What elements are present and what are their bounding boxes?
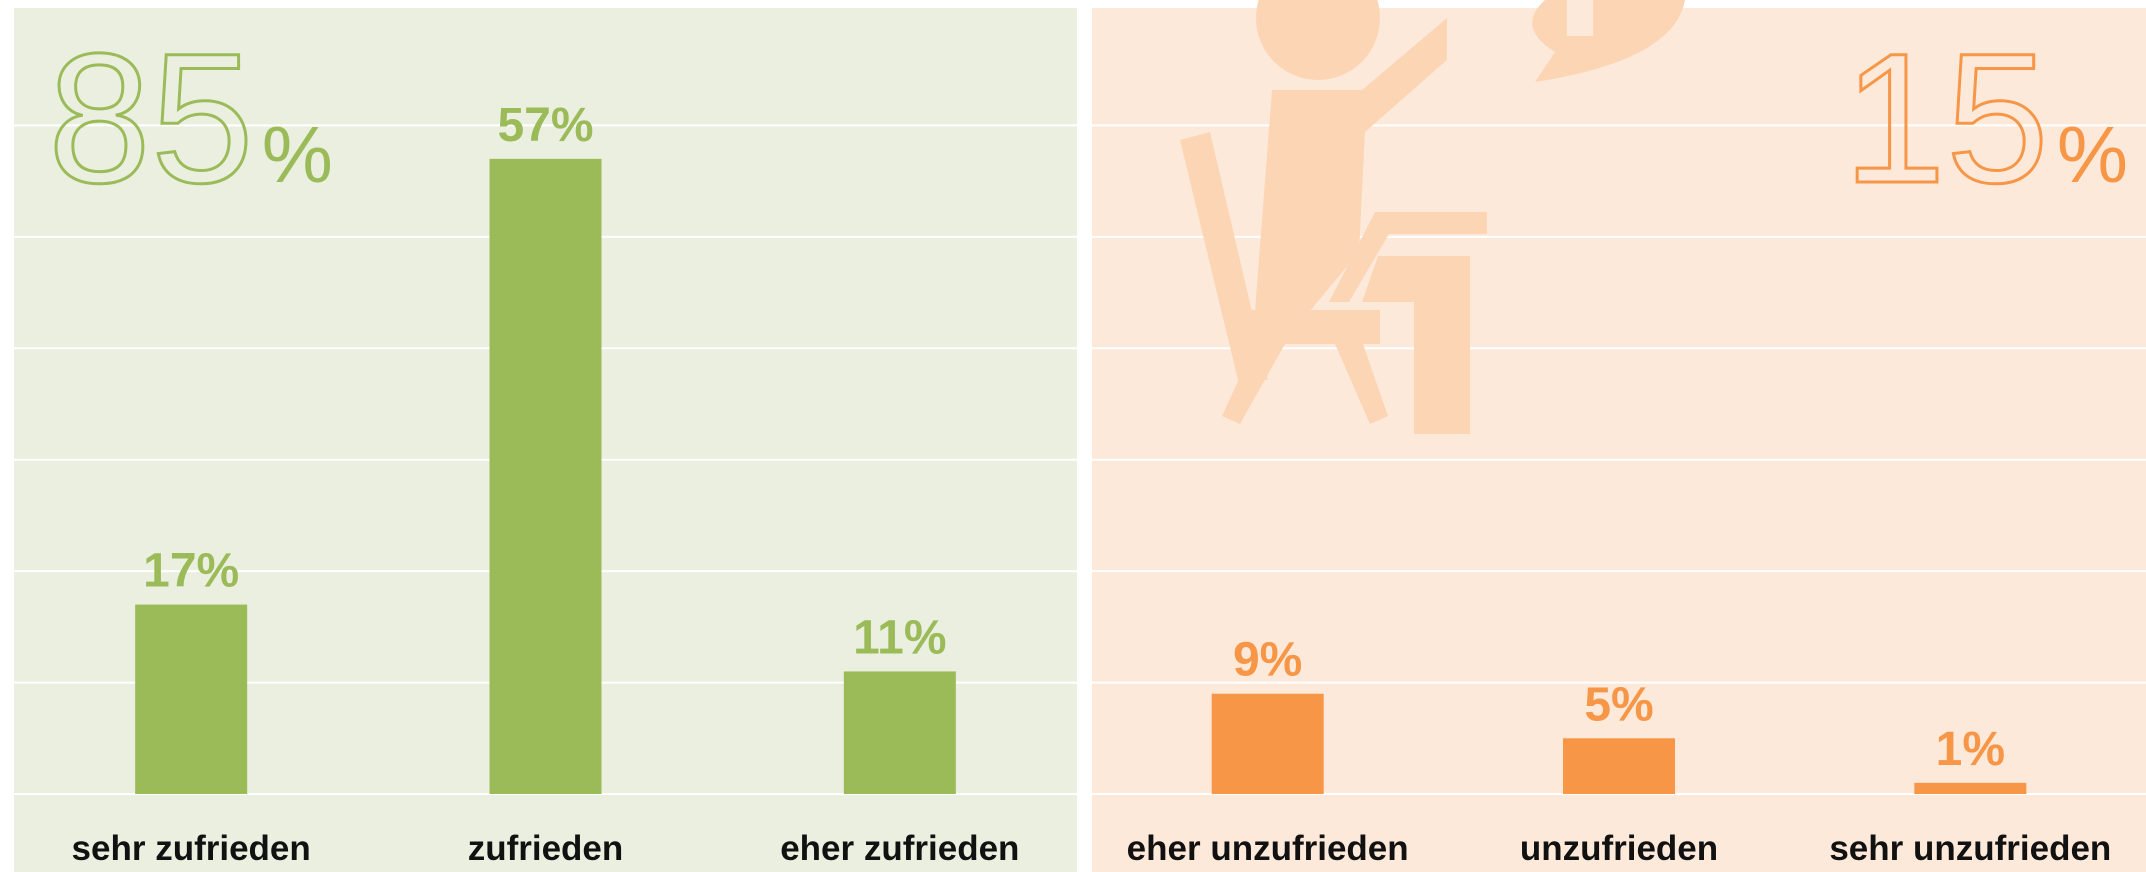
total-number: 15 — [1843, 16, 2049, 222]
icon-body — [1254, 18, 1447, 324]
total-percentage: 15% — [1843, 16, 2128, 222]
value-label: 17% — [143, 545, 239, 598]
value-label: 11% — [853, 611, 946, 664]
bar — [1914, 782, 2027, 794]
icon-desk — [1329, 212, 1487, 434]
total-percentage: 85% — [48, 16, 333, 222]
bar — [1563, 738, 1675, 794]
icon-mark — [1567, 0, 1593, 36]
bar — [843, 671, 956, 794]
category-label: sehr zufrieden — [72, 829, 311, 868]
icon-head — [1256, 0, 1380, 80]
total-unit: % — [262, 110, 333, 199]
value-label: 57% — [497, 99, 593, 152]
category-label: sehr unzufrieden — [1829, 829, 2111, 868]
bar — [1211, 693, 1324, 794]
category-label: unzufrieden — [1520, 829, 1718, 868]
person-icon — [1180, 0, 1685, 434]
total-number: 85 — [48, 16, 254, 222]
category-label: zufrieden — [468, 829, 624, 868]
bar — [135, 604, 248, 794]
value-label: 1% — [1936, 723, 2005, 776]
plot: 85 % 17% sehr zufrieden 57% zufrieden 11% eher … — [47, 15, 2129, 869]
bar — [489, 158, 602, 794]
category-label: eher zufrieden — [780, 829, 1019, 868]
value-label: 5% — [1584, 678, 1653, 731]
backgrounds — [14, 8, 2146, 872]
icon-legs — [1222, 344, 1388, 424]
category-label: eher unzufrieden — [1127, 829, 1409, 868]
total-unit: % — [2057, 110, 2128, 199]
value-label: 9% — [1233, 634, 1302, 687]
icon-seat — [1230, 310, 1380, 344]
